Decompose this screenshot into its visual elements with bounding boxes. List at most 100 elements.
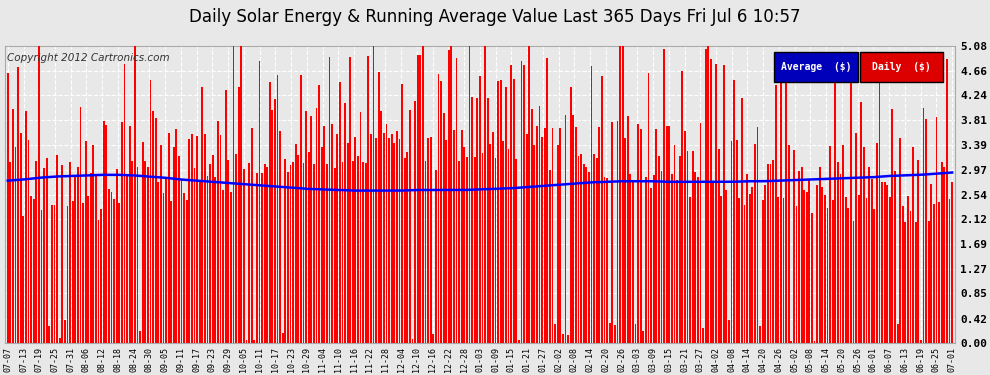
- Bar: [513, 78, 515, 343]
- Bar: [129, 126, 131, 343]
- Bar: [790, 340, 792, 343]
- Bar: [710, 59, 712, 343]
- Bar: [926, 119, 927, 343]
- Bar: [564, 115, 566, 343]
- Bar: [126, 175, 128, 343]
- Bar: [7, 73, 9, 343]
- Bar: [830, 146, 831, 343]
- Bar: [751, 188, 753, 343]
- Bar: [746, 174, 748, 343]
- Bar: [910, 211, 912, 343]
- Bar: [191, 134, 193, 343]
- Bar: [132, 162, 134, 343]
- Bar: [441, 81, 442, 343]
- Bar: [33, 199, 35, 343]
- Bar: [585, 168, 587, 343]
- Bar: [731, 141, 733, 343]
- Bar: [228, 160, 230, 343]
- Bar: [865, 198, 867, 343]
- Bar: [217, 121, 219, 343]
- Bar: [15, 147, 17, 343]
- Bar: [721, 196, 722, 343]
- Bar: [837, 162, 839, 343]
- Bar: [326, 164, 328, 343]
- Bar: [103, 121, 105, 343]
- Bar: [167, 133, 169, 343]
- Bar: [46, 158, 48, 343]
- Bar: [194, 168, 195, 343]
- Bar: [700, 123, 701, 343]
- Bar: [401, 84, 403, 343]
- Bar: [886, 185, 888, 343]
- Bar: [468, 46, 470, 343]
- Bar: [196, 136, 198, 343]
- Bar: [316, 108, 318, 343]
- Bar: [544, 128, 545, 343]
- Bar: [258, 61, 260, 343]
- Bar: [508, 149, 510, 343]
- Bar: [116, 170, 118, 343]
- Bar: [943, 166, 945, 343]
- Bar: [844, 196, 846, 343]
- Bar: [697, 177, 699, 343]
- Bar: [905, 222, 906, 343]
- Bar: [940, 162, 942, 343]
- Bar: [147, 168, 148, 343]
- Bar: [591, 66, 592, 343]
- Bar: [876, 143, 878, 343]
- Bar: [90, 173, 92, 343]
- Bar: [772, 160, 774, 343]
- Bar: [453, 130, 454, 343]
- Bar: [827, 208, 829, 343]
- Bar: [152, 111, 154, 343]
- Bar: [516, 159, 517, 343]
- Bar: [495, 158, 496, 343]
- Bar: [884, 182, 885, 343]
- Bar: [570, 87, 571, 343]
- Bar: [321, 147, 323, 343]
- Bar: [481, 153, 483, 343]
- Bar: [71, 201, 73, 343]
- Bar: [85, 141, 86, 343]
- Bar: [253, 340, 255, 343]
- Bar: [98, 220, 99, 343]
- Bar: [269, 82, 270, 343]
- Bar: [809, 179, 810, 343]
- Bar: [728, 320, 730, 343]
- Bar: [788, 145, 790, 343]
- Bar: [622, 46, 624, 343]
- Bar: [243, 170, 245, 343]
- Bar: [124, 64, 126, 343]
- Bar: [689, 197, 691, 343]
- Bar: [785, 60, 787, 343]
- Bar: [873, 209, 875, 343]
- Bar: [108, 189, 110, 343]
- Bar: [458, 161, 460, 343]
- Bar: [165, 177, 167, 343]
- Bar: [365, 163, 366, 343]
- Bar: [832, 200, 834, 343]
- Bar: [529, 46, 530, 343]
- Bar: [769, 164, 771, 343]
- Bar: [290, 165, 291, 343]
- Bar: [663, 49, 665, 343]
- Bar: [207, 176, 209, 343]
- Bar: [679, 156, 680, 343]
- Bar: [74, 174, 76, 343]
- Bar: [69, 162, 71, 343]
- Bar: [500, 81, 502, 343]
- Bar: [868, 167, 870, 343]
- Bar: [593, 154, 595, 343]
- Bar: [199, 182, 201, 343]
- Bar: [10, 162, 11, 343]
- Bar: [300, 75, 302, 343]
- Bar: [881, 182, 883, 343]
- Bar: [609, 323, 611, 343]
- Bar: [484, 46, 486, 343]
- Bar: [443, 113, 445, 343]
- Bar: [863, 147, 865, 343]
- Bar: [718, 149, 720, 343]
- Bar: [798, 171, 800, 343]
- Bar: [241, 46, 243, 343]
- Bar: [92, 145, 94, 343]
